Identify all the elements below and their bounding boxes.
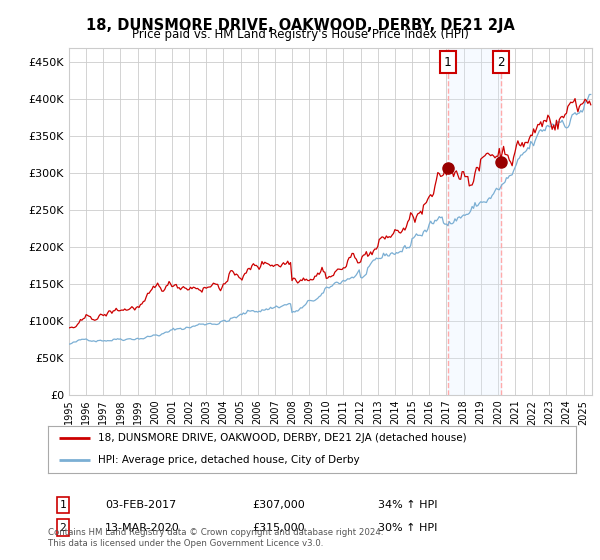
- Bar: [448, 48, 501, 395]
- Text: Contains HM Land Registry data © Crown copyright and database right 2024.
This d: Contains HM Land Registry data © Crown c…: [48, 528, 383, 548]
- Text: 18, DUNSMORE DRIVE, OAKWOOD, DERBY, DE21 2JA (detached house): 18, DUNSMORE DRIVE, OAKWOOD, DERBY, DE21…: [98, 433, 467, 444]
- Text: £315,000: £315,000: [252, 522, 305, 533]
- Text: Price paid vs. HM Land Registry's House Price Index (HPI): Price paid vs. HM Land Registry's House …: [131, 28, 469, 41]
- Text: 18, DUNSMORE DRIVE, OAKWOOD, DERBY, DE21 2JA: 18, DUNSMORE DRIVE, OAKWOOD, DERBY, DE21…: [86, 18, 514, 33]
- Text: 03-FEB-2017: 03-FEB-2017: [105, 500, 176, 510]
- Text: 34% ↑ HPI: 34% ↑ HPI: [378, 500, 437, 510]
- Text: £307,000: £307,000: [252, 500, 305, 510]
- Text: 1: 1: [59, 500, 67, 510]
- Text: 2: 2: [59, 522, 67, 533]
- Text: 1: 1: [444, 56, 452, 69]
- Text: HPI: Average price, detached house, City of Derby: HPI: Average price, detached house, City…: [98, 455, 360, 465]
- Text: 2: 2: [497, 56, 505, 69]
- Text: 30% ↑ HPI: 30% ↑ HPI: [378, 522, 437, 533]
- Text: 13-MAR-2020: 13-MAR-2020: [105, 522, 180, 533]
